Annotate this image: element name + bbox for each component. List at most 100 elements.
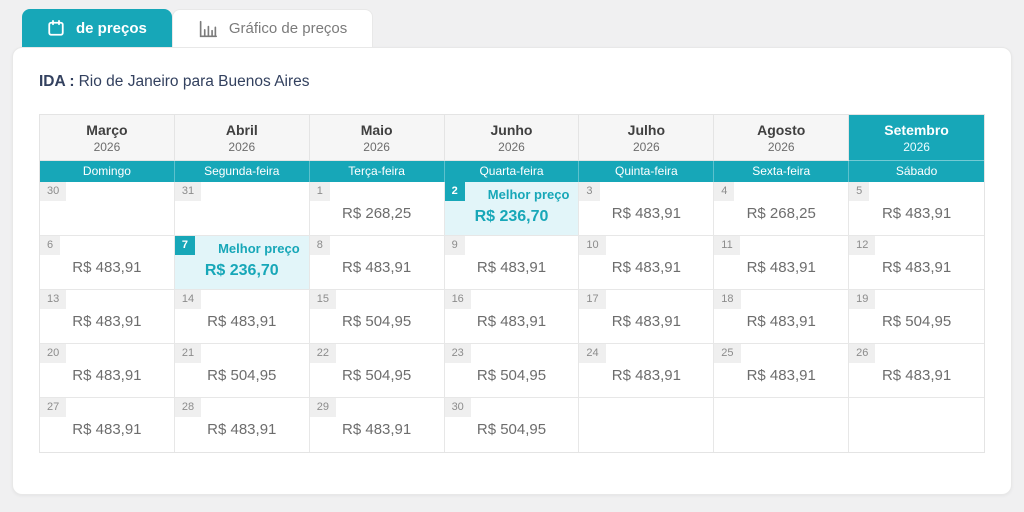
price-value: R$ 483,91 — [611, 313, 681, 330]
weekday-header-3: Terça-feira — [310, 161, 445, 182]
weekday-header-4: Quarta-feira — [445, 161, 580, 182]
day-cell[interactable]: 13 R$ 483,91 — [40, 290, 175, 344]
day-number-badge: 22 — [309, 344, 336, 363]
day-cell[interactable]: 26 R$ 483,91 — [849, 344, 984, 398]
day-cell[interactable]: 15 R$ 504,95 — [309, 290, 445, 344]
day-cell[interactable]: 27 R$ 483,91 — [40, 398, 175, 452]
day-cell[interactable]: 23 R$ 504,95 — [444, 344, 580, 398]
day-cell[interactable]: 11 R$ 483,91 — [714, 236, 850, 290]
day-cell[interactable]: 19 R$ 504,95 — [849, 290, 984, 344]
day-number-badge: 15 — [309, 290, 336, 309]
day-number-badge: 25 — [714, 344, 741, 363]
day-number-badge: 24 — [579, 344, 606, 363]
tab-price-chart[interactable]: Gráfico de preços — [171, 9, 374, 47]
day-cell[interactable]: 29 R$ 483,91 — [309, 398, 445, 452]
day-cell[interactable]: 22 R$ 504,95 — [309, 344, 445, 398]
bar-chart-icon — [198, 20, 218, 38]
month-year: 2026 — [363, 140, 390, 154]
best-price-label: Melhor preço — [487, 187, 570, 202]
day-number-badge: 5 — [849, 182, 870, 201]
price-value: R$ 483,91 — [207, 313, 277, 330]
month-year: 2026 — [767, 140, 795, 154]
day-cell[interactable]: 4 R$ 268,25 — [714, 182, 850, 236]
month-name: Maio — [360, 122, 393, 138]
month-name: Julho — [627, 122, 666, 138]
day-number-badge: 20 — [40, 344, 67, 363]
route-title: IDA : Rio de Janeiro para Buenos Aires — [39, 72, 1011, 92]
price-value: R$ 483,91 — [72, 421, 142, 438]
day-cell[interactable]: 14 R$ 483,91 — [174, 290, 310, 344]
day-cell[interactable]: 7 Melhor preço R$ 236,70 — [174, 236, 310, 290]
price-value: R$ 504,95 — [342, 367, 412, 384]
day-cell[interactable]: 24 R$ 483,91 — [579, 344, 715, 398]
month-header-7[interactable]: Setembro 2026 — [849, 115, 984, 161]
day-number-badge: 18 — [714, 290, 741, 309]
price-value: R$ 268,25 — [746, 205, 816, 222]
price-value: R$ 483,91 — [72, 313, 142, 330]
day-number-badge: 4 — [714, 182, 735, 201]
weekday-header-6: Sexta-feira — [714, 161, 850, 182]
price-value: R$ 483,91 — [342, 421, 412, 438]
day-cell[interactable]: 3 R$ 483,91 — [579, 182, 715, 236]
day-number-badge: 11 — [714, 236, 740, 255]
day-number-badge: 26 — [849, 344, 876, 363]
day-number-badge: 27 — [40, 398, 67, 417]
price-value: R$ 483,91 — [746, 313, 816, 330]
price-value: R$ 483,91 — [207, 421, 277, 438]
day-cell-empty: 31 — [174, 182, 310, 236]
month-header-1[interactable]: Março 2026 — [40, 115, 175, 161]
price-calendar-table: Março 2026 Abril 2026 Maio 2026 Junho 2026 Julho… — [39, 114, 985, 453]
month-year: 2026 — [228, 140, 256, 154]
day-number-badge: 31 — [174, 182, 202, 201]
day-cell[interactable]: 6 R$ 483,91 — [40, 236, 175, 290]
day-cell[interactable]: 28 R$ 483,91 — [174, 398, 310, 452]
month-header-3[interactable]: Maio 2026 — [309, 115, 445, 161]
month-name: Setembro — [884, 122, 949, 138]
month-header-5[interactable]: Julho 2026 — [579, 115, 715, 161]
day-number-badge: 30 — [40, 182, 67, 201]
calendar-icon — [47, 19, 65, 37]
day-cell[interactable]: 5 R$ 483,91 — [849, 182, 984, 236]
day-number-badge: 28 — [174, 398, 202, 417]
day-cell[interactable]: 9 R$ 483,91 — [444, 236, 580, 290]
day-cell[interactable]: 21 R$ 504,95 — [174, 344, 310, 398]
day-cell[interactable]: 10 R$ 483,91 — [579, 236, 715, 290]
weekday-header-1: Domingo — [40, 161, 175, 182]
day-number-badge: 19 — [849, 290, 876, 309]
day-cell[interactable]: 8 R$ 483,91 — [309, 236, 445, 290]
price-value: R$ 483,91 — [72, 367, 142, 384]
price-value: R$ 483,91 — [72, 259, 142, 276]
day-number-badge: 29 — [309, 398, 336, 417]
day-cell[interactable]: 20 R$ 483,91 — [40, 344, 175, 398]
day-cell[interactable]: 12 R$ 483,91 — [849, 236, 984, 290]
price-value: R$ 236,70 — [204, 262, 279, 279]
weekday-header-7: Sábado — [895, 164, 938, 178]
month-year: 2026 — [903, 140, 930, 154]
day-cell[interactable]: 30 R$ 504,95 — [444, 398, 580, 452]
tab-label: Gráfico de preços — [228, 20, 348, 37]
day-number-badge: 23 — [444, 344, 471, 363]
day-cell[interactable]: 17 R$ 483,91 — [579, 290, 715, 344]
price-value: R$ 504,95 — [207, 367, 277, 384]
price-calendar-card: IDA : Rio de Janeiro para Buenos Aires Ma… — [12, 47, 1012, 495]
day-cell[interactable]: 25 R$ 483,91 — [714, 344, 850, 398]
month-year: 2026 — [633, 140, 660, 154]
month-header-6[interactable]: Agosto 2026 — [714, 115, 850, 161]
day-cell[interactable]: 2 Melhor preço R$ 236,70 — [444, 182, 580, 236]
price-value: R$ 268,25 — [342, 205, 412, 222]
day-number-badge: 9 — [444, 236, 465, 255]
price-value: R$ 236,70 — [474, 208, 549, 225]
day-cell[interactable]: 16 R$ 483,91 — [444, 290, 580, 344]
tab-price-calendar[interactable]: de preços — [22, 9, 172, 47]
day-cell[interactable]: 18 R$ 483,91 — [714, 290, 850, 344]
day-number-badge: 12 — [849, 236, 876, 255]
weekday-header-row: Domingo Segunda-feira Terça-feira Quarta-fe… — [40, 161, 984, 182]
best-price-label: Melhor preço — [218, 241, 300, 256]
route-text: Rio de Janeiro para Buenos Aires — [78, 73, 310, 90]
day-cell[interactable]: 1 R$ 268,25 — [309, 182, 445, 236]
month-header-2[interactable]: Abril 2026 — [174, 115, 310, 161]
price-value: R$ 483,91 — [476, 259, 547, 276]
calendar-grid: 30 31 1 R$ 268,25 2 Melhor preço R$ 236,70 3 R$ … — [40, 182, 984, 452]
day-cell-empty — [579, 398, 715, 452]
month-header-4[interactable]: Junho 2026 — [444, 115, 580, 161]
